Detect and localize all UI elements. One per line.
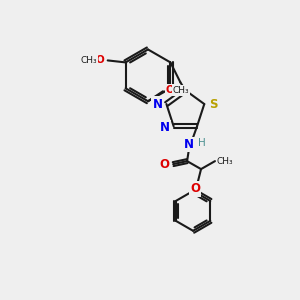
Text: O: O <box>96 56 105 65</box>
Text: N: N <box>160 121 170 134</box>
Text: CH₃: CH₃ <box>217 157 234 166</box>
Text: O: O <box>166 85 175 95</box>
Text: H: H <box>198 138 206 148</box>
Text: O: O <box>190 182 200 196</box>
Text: O: O <box>159 158 169 171</box>
Text: CH₃: CH₃ <box>80 56 97 65</box>
Text: CH₃: CH₃ <box>173 86 190 95</box>
Text: N: N <box>152 98 162 110</box>
Text: N: N <box>184 138 194 151</box>
Text: S: S <box>209 98 218 110</box>
